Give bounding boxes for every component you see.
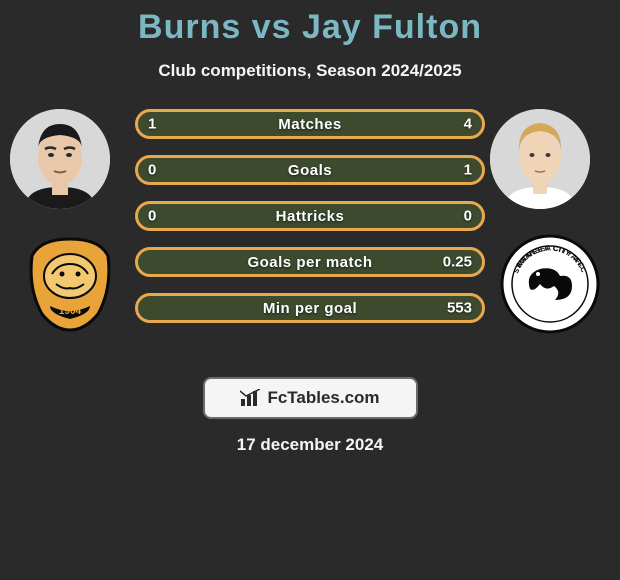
- stat-label: Hattricks: [276, 208, 345, 225]
- stat-right-value: 0.25: [443, 254, 472, 271]
- bar-chart-icon: [240, 389, 262, 407]
- page-title: Burns vs Jay Fulton: [0, 0, 620, 47]
- stat-right-value: 553: [447, 300, 472, 317]
- stat-label: Matches: [278, 116, 342, 133]
- stat-row: 0 Goals 1: [135, 155, 485, 185]
- club-left-year: 1904: [59, 306, 82, 317]
- stat-row: Goals per match 0.25: [135, 247, 485, 277]
- stat-left-value: 0: [148, 208, 156, 225]
- stat-row: 0 Hattricks 0: [135, 201, 485, 231]
- avatar-right-svg: [490, 109, 590, 209]
- stats-list: 1 Matches 4 0 Goals 1 0 Hattricks 0 Goal…: [135, 109, 485, 339]
- stat-row: 1 Matches 4: [135, 109, 485, 139]
- stat-left-value: 0: [148, 162, 156, 179]
- player-right-avatar: [490, 109, 590, 209]
- comparison-card: Burns vs Jay Fulton Club competitions, S…: [0, 0, 620, 450]
- player-left-avatar: [10, 109, 110, 209]
- stat-right-value: 0: [464, 208, 472, 225]
- stat-row: Min per goal 553: [135, 293, 485, 323]
- stat-left-value: 1: [148, 116, 156, 133]
- stat-label: Min per goal: [263, 300, 357, 317]
- stat-right-value: 4: [464, 116, 472, 133]
- avatar-left-svg: [10, 109, 110, 209]
- brand-badge[interactable]: FcTables.com: [203, 377, 418, 419]
- stat-label: Goals: [288, 162, 332, 179]
- stat-label: Goals per match: [247, 254, 372, 271]
- stat-right-value: 1: [464, 162, 472, 179]
- subtitle: Club competitions, Season 2024/2025: [0, 61, 620, 81]
- club-right-badge: SWANSEA CITY AFC SWANSEA CITY AFC: [500, 234, 600, 334]
- date-text: 17 december 2024: [0, 435, 620, 455]
- club-left-svg: 1904: [20, 234, 120, 334]
- brand-text: FcTables.com: [267, 388, 379, 408]
- club-left-badge: 1904: [20, 234, 120, 334]
- club-right-svg: SWANSEA CITY AFC SWANSEA CITY AFC: [500, 234, 600, 334]
- content-area: 1904 SWANSEA CITY AFC SWANSEA CITY AFC: [0, 109, 620, 369]
